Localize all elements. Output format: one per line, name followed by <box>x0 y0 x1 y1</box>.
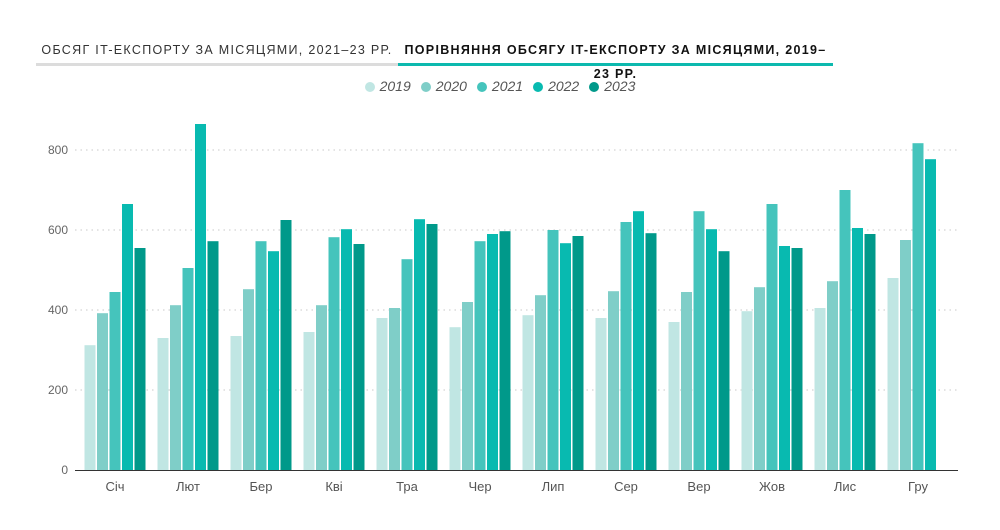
bar-Січ-2023 <box>134 248 146 470</box>
bar-Тра-2023 <box>426 224 438 470</box>
legend: 2019 2020 2021 2022 2023 <box>0 78 1000 94</box>
legend-dot-icon <box>420 82 431 92</box>
bar-Січ-2019 <box>84 345 96 470</box>
bar-Жов-2023 <box>791 248 803 470</box>
bar-Жов-2020 <box>754 287 765 470</box>
bar-Тра-2019 <box>376 318 388 470</box>
bar-Лип-2023 <box>572 236 584 470</box>
bar-Кві-2020 <box>316 305 327 470</box>
x-tick-label: Сер <box>614 479 638 494</box>
bar-Бер-2022 <box>268 251 279 470</box>
x-tick-label: Лют <box>176 479 200 494</box>
bar-Лют-2021 <box>182 268 194 470</box>
y-tick-label: 400 <box>48 303 68 317</box>
bar-Вер-2019 <box>668 322 680 470</box>
bar-Лис-2023 <box>864 234 876 470</box>
tab-monthly-2021-23[interactable]: ОБСЯГ IT-ЕКСПОРТУ ЗА МІСЯЦЯМИ, 2021–23 Р… <box>36 38 398 66</box>
x-tick-label: Вер <box>687 479 710 494</box>
bar-Лис-2020 <box>827 281 838 470</box>
bar-Лип-2022 <box>560 243 571 470</box>
bar-Лют-2020 <box>170 305 181 470</box>
bar-Січ-2021 <box>109 292 121 470</box>
bar-Лип-2019 <box>522 315 534 470</box>
bar-Бер-2019 <box>230 336 242 470</box>
legend-label: 2022 <box>548 78 580 94</box>
legend-dot-icon <box>476 82 487 92</box>
legend-item-2023[interactable]: 2023 <box>589 78 635 94</box>
bar-Лют-2022 <box>195 124 206 470</box>
bar-Кві-2023 <box>353 244 365 470</box>
y-tick-label: 0 <box>61 463 68 477</box>
bar-Кві-2021 <box>328 237 340 470</box>
bar-Кві-2019 <box>303 332 315 470</box>
bar-Сер-2020 <box>608 291 619 470</box>
y-tick-label: 600 <box>48 223 68 237</box>
bar-Кві-2022 <box>341 229 352 470</box>
x-tick-label: Бер <box>250 479 273 494</box>
bar-Жов-2019 <box>741 311 753 470</box>
bar-Лют-2023 <box>207 241 219 470</box>
bar-Січ-2022 <box>122 204 133 470</box>
bar-Жов-2021 <box>766 204 778 470</box>
bar-Чер-2021 <box>474 241 486 470</box>
x-tick-label: Лип <box>542 479 565 494</box>
x-tick-label: Січ <box>105 479 124 494</box>
bar-Чер-2022 <box>487 234 498 470</box>
y-tick-label: 200 <box>48 383 68 397</box>
legend-item-2019[interactable]: 2019 <box>364 78 411 94</box>
legend-label: 2019 <box>379 78 411 94</box>
legend-label: 2021 <box>491 78 524 94</box>
bar-Гру-2021 <box>912 143 924 470</box>
y-tick-label: 800 <box>48 143 68 157</box>
bar-Сер-2023 <box>645 233 657 470</box>
bar-Гру-2019 <box>887 278 899 470</box>
bar-Тра-2021 <box>401 259 413 470</box>
legend-item-2021[interactable]: 2021 <box>476 78 524 94</box>
bar-Сер-2022 <box>633 211 644 470</box>
bar-Чер-2023 <box>499 231 511 470</box>
bar-Сер-2019 <box>595 318 607 470</box>
bar-Чер-2020 <box>462 302 473 470</box>
legend-label: 2023 <box>604 78 636 94</box>
x-tick-label: Тра <box>396 479 418 494</box>
bar-Лют-2019 <box>157 338 169 470</box>
bar-Бер-2021 <box>255 241 267 470</box>
bar-Січ-2020 <box>97 313 108 470</box>
legend-dot-icon <box>364 82 375 92</box>
bar-Тра-2022 <box>414 219 425 470</box>
bar-Вер-2021 <box>693 211 705 470</box>
bar-Вер-2022 <box>706 229 717 470</box>
x-tick-label: Гру <box>908 479 928 494</box>
bar-Бер-2020 <box>243 289 254 470</box>
legend-dot-icon <box>589 82 600 92</box>
bar-Гру-2020 <box>900 240 911 470</box>
x-tick-label: Лис <box>834 479 857 494</box>
legend-label: 2020 <box>435 78 467 94</box>
bar-Вер-2023 <box>718 251 730 470</box>
bar-Тра-2020 <box>389 308 400 470</box>
bar-Лип-2021 <box>547 230 559 470</box>
tab-comparison-2019-23[interactable]: ПОРІВНЯННЯ ОБСЯГУ IT-ЕКСПОРТУ ЗА МІСЯЦЯМ… <box>398 38 833 81</box>
bar-Жов-2022 <box>779 246 790 470</box>
x-tick-label: Чер <box>468 479 491 494</box>
bar-Лип-2020 <box>535 295 546 470</box>
x-tick-label: Кві <box>325 479 342 494</box>
bar-Лис-2021 <box>839 190 851 470</box>
bar-Лис-2022 <box>852 228 863 470</box>
legend-item-2020[interactable]: 2020 <box>420 78 467 94</box>
x-tick-label: Жов <box>759 479 785 494</box>
bar-Лис-2019 <box>814 308 826 470</box>
bar-Вер-2020 <box>681 292 692 470</box>
bar-Сер-2021 <box>620 222 632 470</box>
legend-item-2022[interactable]: 2022 <box>533 78 579 94</box>
legend-dot-icon <box>533 82 544 92</box>
bar-Чер-2019 <box>449 327 461 470</box>
bar-Гру-2022 <box>925 159 936 470</box>
bar-Бер-2023 <box>280 220 292 470</box>
